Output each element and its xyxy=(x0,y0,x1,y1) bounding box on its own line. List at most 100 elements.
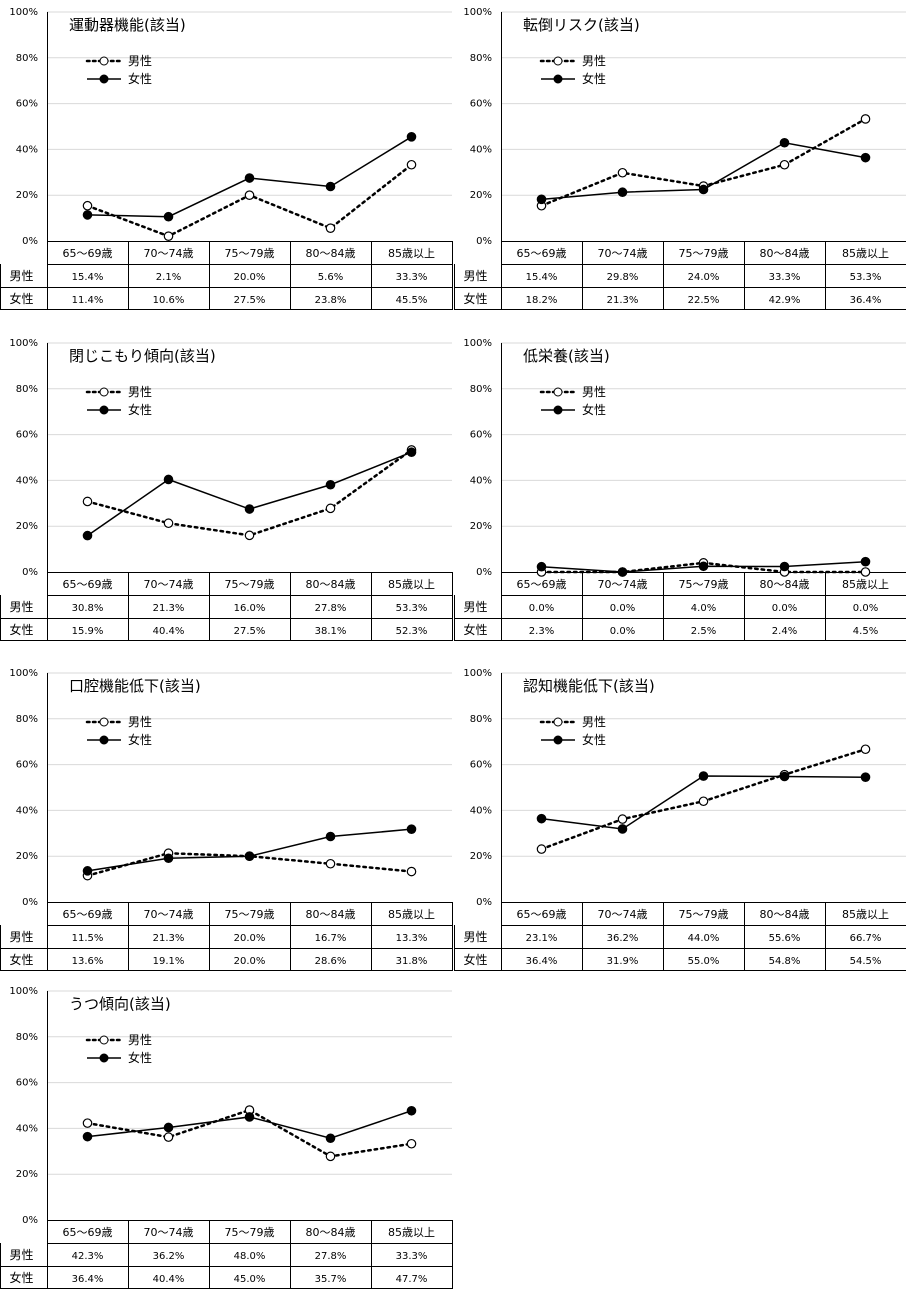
y-tick-label: 100% xyxy=(463,668,492,679)
legend-marker-male xyxy=(553,387,563,397)
y-tick-label: 40% xyxy=(16,805,38,816)
chart-panel-fall-risk: 0% 20% 40% 60% 80% 100% 転倒リスク(該当) 男性 女性 65～69歳 70～… xyxy=(454,0,906,320)
table-row-label-female: 女性 xyxy=(9,622,33,637)
table-row-label-female: 女性 xyxy=(463,952,487,967)
chart-panel-housebound: 0% 20% 40% 60% 80% 100% 閉じこもり傾向(該当) 男性 女性 65～69歳 7… xyxy=(0,331,453,651)
y-tick-label: 20% xyxy=(16,851,38,862)
table-value-male: 53.3% xyxy=(850,272,882,283)
y-tick-label: 100% xyxy=(9,338,38,349)
y-tick-label: 40% xyxy=(470,805,492,816)
table-value-male: 36.2% xyxy=(153,1251,185,1262)
x-category-label: 85歳以上 xyxy=(388,578,435,591)
table-value-male: 66.7% xyxy=(850,933,882,944)
series-line-female xyxy=(87,451,412,537)
y-tick-label: 0% xyxy=(476,236,492,247)
table-value-female: 4.5% xyxy=(853,626,878,637)
y-tick-label: 0% xyxy=(22,236,38,247)
table-row-label-female: 女性 xyxy=(9,291,33,306)
legend-marker-male xyxy=(99,56,109,66)
data-point-female xyxy=(860,772,871,782)
data-point-female xyxy=(406,132,417,142)
table-row-label-female: 女性 xyxy=(463,291,487,306)
data-point-female xyxy=(536,561,547,572)
table-value-female: 55.0% xyxy=(688,956,720,967)
table-value-male: 5.6% xyxy=(318,272,343,283)
data-point-female xyxy=(244,173,255,183)
legend-marker-female xyxy=(99,74,109,84)
y-tick-label: 100% xyxy=(463,338,492,349)
table-value-female: 54.5% xyxy=(850,956,882,967)
x-category-label: 70～74歳 xyxy=(144,578,194,591)
legend-label-male: 男性 xyxy=(128,715,152,729)
data-point-female xyxy=(860,556,871,567)
x-category-label: 75～79歳 xyxy=(225,1226,275,1239)
legend-label-female: 女性 xyxy=(128,732,152,747)
y-tick-label: 40% xyxy=(470,144,492,155)
table-value-male: 15.4% xyxy=(526,272,558,283)
table-value-female: 47.7% xyxy=(396,1274,428,1285)
x-category-label: 80～84歳 xyxy=(760,247,810,260)
x-category-label: 65～69歳 xyxy=(517,908,567,921)
table-value-female: 23.8% xyxy=(315,295,347,306)
data-point-male xyxy=(779,159,790,170)
table-value-male: 21.3% xyxy=(153,603,185,614)
x-category-label: 75～79歳 xyxy=(679,908,729,921)
data-point-male xyxy=(163,518,174,529)
table-value-male: 2.1% xyxy=(156,272,181,283)
table-value-male: 0.0% xyxy=(610,603,635,614)
table-value-female: 13.6% xyxy=(72,956,104,967)
x-category-label: 80～84歳 xyxy=(306,908,356,921)
data-point-female xyxy=(244,504,255,514)
table-value-female: 10.6% xyxy=(153,295,185,306)
table-row-label-female: 女性 xyxy=(9,952,33,967)
table-value-male: 0.0% xyxy=(853,603,878,614)
data-point-male xyxy=(860,567,871,577)
table-value-male: 33.3% xyxy=(396,272,428,283)
legend-marker-male xyxy=(553,56,563,66)
table-value-male: 21.3% xyxy=(153,933,185,944)
legend-label-female: 女性 xyxy=(128,402,152,417)
legend-marker-female xyxy=(99,405,109,415)
data-point-male xyxy=(82,496,93,507)
data-point-male xyxy=(163,1132,174,1142)
x-category-label: 65～69歳 xyxy=(63,578,113,591)
legend-label-male: 男性 xyxy=(128,1033,152,1047)
table-value-female: 21.3% xyxy=(607,295,639,306)
table-row-label-male: 男性 xyxy=(9,600,33,614)
table-value-male: 0.0% xyxy=(772,603,797,614)
x-category-label: 65～69歳 xyxy=(63,1226,113,1239)
data-point-female xyxy=(617,567,628,577)
table-row-label-male: 男性 xyxy=(463,600,487,614)
table-value-female: 54.8% xyxy=(769,956,801,967)
table-value-female: 20.0% xyxy=(234,956,266,967)
y-tick-label: 20% xyxy=(470,851,492,862)
table-value-female: 42.9% xyxy=(769,295,801,306)
legend-marker-male xyxy=(99,387,109,397)
legend-label-male: 男性 xyxy=(128,54,152,68)
table-value-female: 2.5% xyxy=(691,626,716,637)
y-tick-label: 100% xyxy=(9,668,38,679)
data-point-female xyxy=(325,479,336,490)
y-tick-label: 60% xyxy=(16,430,38,441)
y-tick-label: 40% xyxy=(16,1123,38,1134)
table-value-male: 36.2% xyxy=(607,933,639,944)
x-category-label: 85歳以上 xyxy=(388,1226,435,1239)
table-value-male: 24.0% xyxy=(688,272,720,283)
y-tick-label: 80% xyxy=(470,53,492,64)
table-value-male: 13.3% xyxy=(396,933,428,944)
legend-label-female: 女性 xyxy=(582,71,606,86)
table-value-female: 36.4% xyxy=(526,956,558,967)
table-value-female: 36.4% xyxy=(72,1274,104,1285)
x-category-label: 85歳以上 xyxy=(842,578,889,591)
table-value-female: 36.4% xyxy=(850,295,882,306)
data-point-female xyxy=(779,137,790,148)
y-tick-label: 60% xyxy=(470,99,492,110)
table-row-label-male: 男性 xyxy=(9,269,33,283)
table-value-female: 19.1% xyxy=(153,956,185,967)
data-point-female xyxy=(779,561,790,572)
data-point-male xyxy=(536,844,547,854)
legend-label-male: 男性 xyxy=(582,385,606,399)
table-value-female: 27.5% xyxy=(234,626,266,637)
legend-label-male: 男性 xyxy=(128,385,152,399)
